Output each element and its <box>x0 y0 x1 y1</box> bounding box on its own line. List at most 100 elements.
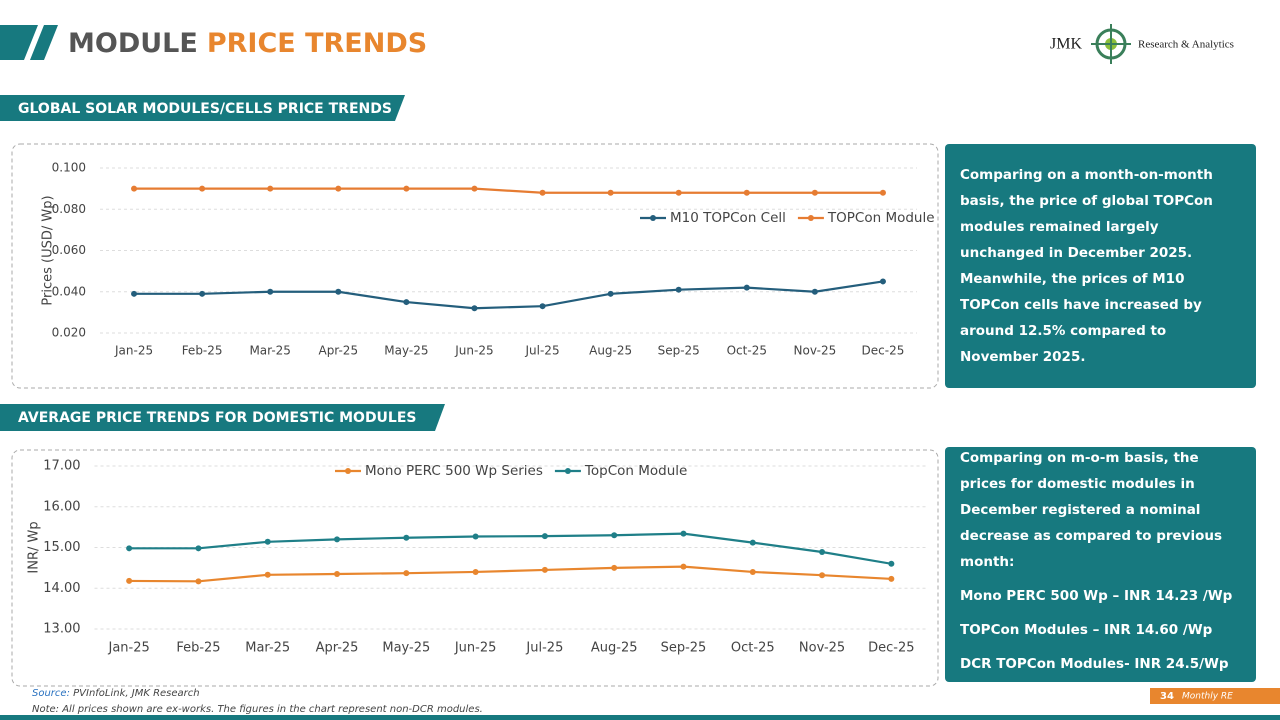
source: PVInfoLink, JMK Research <box>73 688 200 699</box>
y-tick-label: 17.00 <box>43 459 80 474</box>
data-point <box>471 185 478 192</box>
section-bar <box>0 404 445 431</box>
data-point <box>131 185 138 192</box>
data-point <box>607 290 614 297</box>
series-line <box>129 565 892 583</box>
legend-label: TOPCon Module <box>827 210 935 226</box>
legend-swatch <box>807 215 814 221</box>
title-part: MODULE <box>68 28 198 59</box>
data-point <box>680 530 687 537</box>
x-tick-label: Jul-25 <box>525 641 563 656</box>
legend-label: Mono PERC 500 Wp Series <box>365 463 543 479</box>
title-slash <box>0 25 38 60</box>
y-tick-label: 0.080 <box>52 202 86 216</box>
x-tick-label: Jun-25 <box>454 344 493 358</box>
section-bar <box>0 95 405 121</box>
y-tick-label: 13.00 <box>43 622 80 637</box>
data-point <box>264 571 271 578</box>
data-point <box>335 288 342 295</box>
data-point <box>195 545 202 552</box>
y-tick-label: 0.100 <box>52 161 86 175</box>
data-point <box>611 532 618 539</box>
x-tick-label: May-25 <box>382 641 430 656</box>
data-point <box>335 185 342 192</box>
y-tick-label: 0.020 <box>52 326 86 340</box>
commentary: Comparing on m-o-m basis, the prices for… <box>960 449 1223 570</box>
data-point <box>403 299 410 306</box>
data-point <box>539 189 546 196</box>
x-tick-label: Jun-25 <box>454 641 497 656</box>
data-point <box>611 564 618 571</box>
bottom-rule <box>0 715 1280 720</box>
legend-label: TopCon Module <box>584 463 687 479</box>
title-part: PRICE TRENDS <box>207 28 427 59</box>
data-point <box>267 185 274 192</box>
y-tick-label: 16.00 <box>43 499 80 514</box>
section-heading: GLOBAL SOLAR MODULES/CELLS PRICE TRENDS <box>18 101 392 117</box>
data-point <box>264 538 271 545</box>
x-tick-label: Dec-25 <box>868 641 914 656</box>
x-tick-label: Dec-25 <box>862 344 905 358</box>
commentary: TOPCon Modules – INR 14.60 /Wp <box>960 621 1213 638</box>
data-point <box>541 566 548 573</box>
chart-frame <box>11 143 939 389</box>
data-point <box>195 578 202 585</box>
x-tick-label: Jan-25 <box>108 641 150 656</box>
y-axis-label: INR/ Wp <box>27 521 42 573</box>
x-tick-label: Aug-25 <box>591 641 638 656</box>
x-tick-label: Sep-25 <box>661 641 707 656</box>
data-point <box>199 185 206 192</box>
data-point <box>749 568 756 575</box>
data-point <box>743 284 750 291</box>
publication: Monthly RE <box>1182 692 1233 702</box>
title-slash <box>30 25 58 60</box>
data-point <box>126 577 133 584</box>
x-tick-label: Oct-25 <box>731 641 775 656</box>
commentary: Comparing on a month-on-month basis, the… <box>960 167 1213 365</box>
legend-swatch <box>564 468 571 474</box>
y-tick-label: 0.060 <box>52 243 86 257</box>
data-point <box>334 570 341 577</box>
series-line <box>134 187 883 194</box>
data-point <box>403 570 410 577</box>
data-point <box>888 560 895 567</box>
data-point <box>749 539 756 546</box>
data-point <box>126 545 133 552</box>
x-tick-label: Aug-25 <box>589 344 632 358</box>
x-tick-label: Mar-25 <box>245 641 290 656</box>
data-point <box>680 563 687 570</box>
data-point <box>675 189 682 196</box>
y-tick-label: 14.00 <box>43 581 80 596</box>
data-point <box>471 305 478 312</box>
note: Note: All prices shown are ex-works. The… <box>32 704 483 715</box>
y-tick-label: 15.00 <box>43 540 80 555</box>
data-point <box>334 536 341 543</box>
section-heading: AVERAGE PRICE TRENDS FOR DOMESTIC MODULE… <box>18 410 417 426</box>
data-point <box>675 286 682 293</box>
data-point <box>539 303 546 310</box>
logo-text: JMK <box>1050 36 1082 53</box>
x-tick-label: Apr-25 <box>318 344 358 358</box>
source-line: Source: PVInfoLink, JMK Research <box>32 688 200 699</box>
data-point <box>403 534 410 541</box>
x-tick-label: Nov-25 <box>794 344 837 358</box>
data-point <box>199 290 206 297</box>
page-title: MODULE PRICE TRENDS <box>68 28 427 59</box>
x-tick-label: Apr-25 <box>316 641 359 656</box>
y-tick-label: 0.040 <box>52 284 86 298</box>
chart-frame <box>11 449 939 687</box>
data-point <box>888 575 895 582</box>
data-point <box>403 185 410 192</box>
x-tick-label: Sep-25 <box>658 344 700 358</box>
data-point <box>743 189 750 196</box>
commentary-box: Comparing on a month-on-month basis, the… <box>945 144 1256 388</box>
data-point <box>267 288 274 295</box>
series-line <box>134 280 884 310</box>
data-point <box>819 548 826 555</box>
x-tick-label: May-25 <box>384 344 428 358</box>
data-point <box>879 189 886 196</box>
data-point <box>541 533 548 540</box>
x-tick-label: Feb-25 <box>182 344 223 358</box>
commentary: Mono PERC 500 Wp – INR 14.23 /Wp <box>960 587 1233 604</box>
